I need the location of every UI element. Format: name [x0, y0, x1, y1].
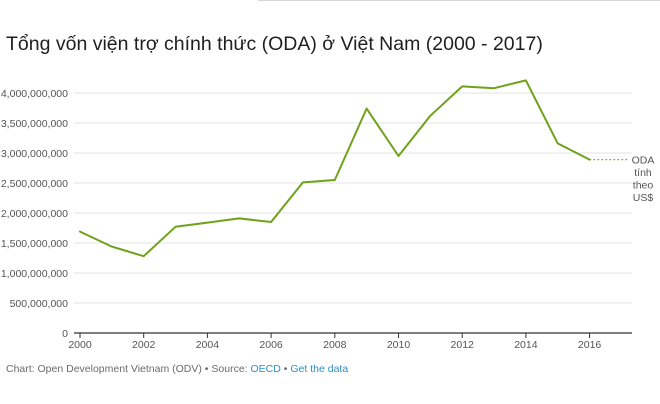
data-point: [396, 154, 401, 159]
data-point: [332, 178, 337, 183]
source-link[interactable]: OECD: [250, 363, 281, 375]
y-tick-label: 3,000,000,000: [1, 148, 68, 160]
data-point: [555, 141, 560, 146]
data-point: [492, 86, 497, 91]
x-tick-label: 2004: [196, 339, 220, 351]
data-point: [460, 84, 465, 89]
get-the-data-link[interactable]: Get the data: [290, 363, 349, 375]
y-tick-label: 500,000,000: [10, 298, 69, 310]
x-tick-label: 2010: [387, 339, 411, 351]
y-tick-label: 4,000,000,000: [1, 88, 68, 100]
x-tick-label: 2014: [514, 339, 538, 351]
data-point: [205, 220, 210, 225]
x-tick-label: 2016: [578, 339, 602, 351]
data-point: [269, 220, 274, 225]
series-label-line: ODA: [632, 155, 655, 167]
series-label-line: tính: [634, 167, 652, 179]
data-point: [364, 106, 369, 111]
y-tick-label: 0: [62, 328, 68, 340]
data-point: [523, 78, 528, 83]
label-layer: 0 500,000,000 1,000,000,000 1,500,000,000 2,…: [1, 88, 655, 351]
data-point: [428, 113, 433, 118]
data-point: [109, 244, 114, 249]
chart-footer: Chart: Open Development Vietnam (ODV) • …: [6, 363, 348, 375]
grid-layer: [74, 92, 632, 304]
axis-layer: [74, 332, 632, 338]
x-tick-label: 2000: [68, 339, 92, 351]
y-tick-label: 1,500,000,000: [1, 238, 68, 250]
y-tick-label: 1,000,000,000: [1, 268, 68, 280]
series-label-line: theo: [633, 180, 654, 192]
top-rule: [258, 0, 660, 1]
data-point: [173, 224, 178, 229]
data-point: [78, 229, 83, 234]
x-tick-label: 2012: [451, 339, 475, 351]
x-tick-label: 2008: [323, 339, 347, 351]
series-layer: [78, 78, 628, 259]
footer-credit: Chart: Open Development Vietnam (ODV) • …: [6, 363, 251, 375]
x-tick-label: 2006: [259, 339, 283, 351]
series-label: ODA tính theo US$: [632, 155, 655, 205]
y-tick-label: 3,500,000,000: [1, 118, 68, 130]
chart-title: Tổng vốn viện trợ chính thức (ODA) ở Việ…: [6, 33, 543, 55]
series-label-line: US$: [633, 192, 654, 204]
y-tick-label: 2,500,000,000: [1, 178, 68, 190]
x-tick-label: 2002: [132, 339, 156, 351]
data-point: [237, 216, 242, 221]
footer-separator: •: [280, 363, 291, 375]
y-tick-label: 2,000,000,000: [1, 208, 68, 220]
data-point: [300, 180, 305, 185]
series-line: [79, 79, 591, 258]
data-point: [141, 254, 146, 259]
